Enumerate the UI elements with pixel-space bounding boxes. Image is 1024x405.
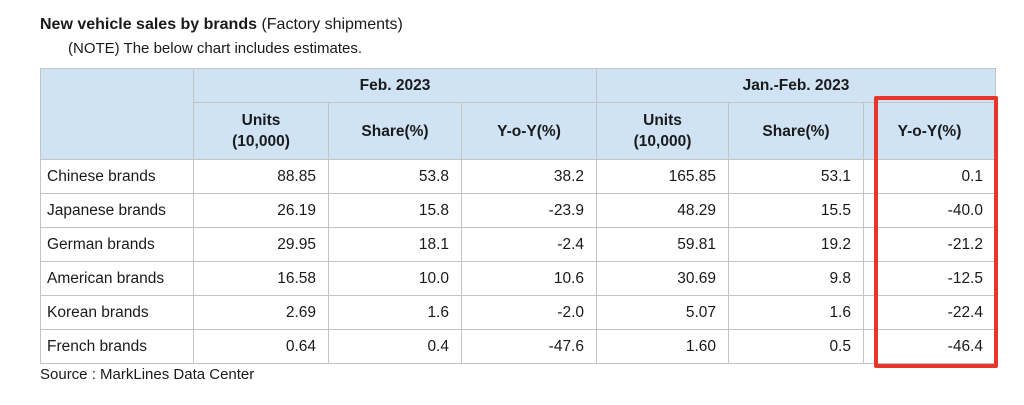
table-row: Chinese brands 88.85 53.8 38.2 165.85 53.1 0.1 bbox=[40, 159, 996, 194]
subheader-line: Share(%) bbox=[361, 122, 429, 140]
share-feb-cell: 10.0 bbox=[328, 261, 462, 296]
share-feb-cell: 15.8 bbox=[328, 193, 462, 228]
yoy-feb-cell: -47.6 bbox=[461, 329, 597, 364]
share-feb-cell: 0.4 bbox=[328, 329, 462, 364]
subheader-line: Share(%) bbox=[762, 122, 830, 140]
yoy-jan-feb-cell: -46.4 bbox=[863, 329, 996, 364]
units-feb-cell: 26.19 bbox=[193, 193, 329, 228]
brand-cell: Japanese brands bbox=[40, 193, 194, 228]
yoy-feb-cell: 38.2 bbox=[461, 159, 597, 194]
yoy-feb-cell: -2.4 bbox=[461, 227, 597, 262]
subheader-line: Units bbox=[241, 112, 281, 129]
units-feb-cell: 0.64 bbox=[193, 329, 329, 364]
share-jan-feb-cell: 15.5 bbox=[728, 193, 864, 228]
table-row: Japanese brands 26.19 15.8 -23.9 48.29 15.5 -4… bbox=[40, 193, 996, 228]
share-feb-cell: 1.6 bbox=[328, 295, 462, 330]
yoy-jan-feb-cell: 0.1 bbox=[863, 159, 996, 194]
yoy-jan-feb-cell: -40.0 bbox=[863, 193, 996, 228]
brand-cell: French brands bbox=[40, 329, 194, 364]
units-jan-feb-cell: 5.07 bbox=[596, 295, 729, 330]
table-row: French brands 0.64 0.4 -47.6 1.60 0.5 -46.4 bbox=[40, 329, 996, 364]
share-jan-feb-cell: 9.8 bbox=[728, 261, 864, 296]
units-feb-cell: 2.69 bbox=[193, 295, 329, 330]
units-jan-feb-cell: 1.60 bbox=[596, 329, 729, 364]
subheader-line: Y-o-Y(%) bbox=[497, 122, 561, 140]
table-row: German brands 29.95 18.1 -2.4 59.81 19.2 -21.2 bbox=[40, 227, 996, 262]
table-row: American brands 16.58 10.0 10.6 30.69 9.8 -12.… bbox=[40, 261, 996, 296]
share-jan-feb-cell: 1.6 bbox=[728, 295, 864, 330]
share-jan-feb-cell: 53.1 bbox=[728, 159, 864, 194]
units-jan-feb-cell: 165.85 bbox=[596, 159, 729, 194]
yoy-feb-cell: -2.0 bbox=[461, 295, 597, 330]
title-bold: New vehicle sales by brands bbox=[40, 16, 257, 33]
note-text: (NOTE) The below chart includes estimate… bbox=[68, 40, 363, 57]
brand-cell: Korean brands bbox=[40, 295, 194, 330]
share-feb-cell: 18.1 bbox=[328, 227, 462, 262]
units-header-jan-feb: Units (10,000) bbox=[596, 102, 729, 160]
sales-table: Feb. 2023 Jan.-Feb. 2023 Units (10,000) Sh… bbox=[40, 68, 996, 364]
units-jan-feb-cell: 30.69 bbox=[596, 261, 729, 296]
yoy-jan-feb-cell: -12.5 bbox=[863, 261, 996, 296]
yoy-feb-cell: -23.9 bbox=[461, 193, 597, 228]
units-jan-feb-cell: 59.81 bbox=[596, 227, 729, 262]
units-header-feb: Units (10,000) bbox=[193, 102, 329, 160]
group-header-feb: Feb. 2023 bbox=[193, 68, 597, 103]
brand-cell: American brands bbox=[40, 261, 194, 296]
share-header-feb: Share(%) bbox=[328, 102, 462, 160]
subheader-line: (10,000) bbox=[232, 133, 290, 150]
source-note: Source : MarkLines Data Center bbox=[40, 366, 255, 383]
yoy-header-jan-feb: Y-o-Y(%) bbox=[863, 102, 996, 160]
title-subtitle: (Factory shipments) bbox=[257, 16, 403, 33]
subheader-line: Y-o-Y(%) bbox=[897, 122, 962, 140]
yoy-header-feb: Y-o-Y(%) bbox=[461, 102, 597, 160]
page-title: New vehicle sales by brands (Factory shi… bbox=[40, 13, 403, 37]
brand-cell: Chinese brands bbox=[40, 159, 194, 194]
share-header-jan-feb: Share(%) bbox=[728, 102, 864, 160]
yoy-feb-cell: 10.6 bbox=[461, 261, 597, 296]
share-feb-cell: 53.8 bbox=[328, 159, 462, 194]
brand-cell: German brands bbox=[40, 227, 194, 262]
brand-header-cell bbox=[40, 68, 194, 160]
share-jan-feb-cell: 0.5 bbox=[728, 329, 864, 364]
table-row: Korean brands 2.69 1.6 -2.0 5.07 1.6 -22.4 bbox=[40, 295, 996, 330]
yoy-jan-feb-cell: -21.2 bbox=[863, 227, 996, 262]
share-jan-feb-cell: 19.2 bbox=[728, 227, 864, 262]
units-feb-cell: 88.85 bbox=[193, 159, 329, 194]
subheader-line: (10,000) bbox=[633, 133, 692, 150]
subheader-line: Units bbox=[643, 112, 682, 129]
units-jan-feb-cell: 48.29 bbox=[596, 193, 729, 228]
yoy-jan-feb-cell: -22.4 bbox=[863, 295, 996, 330]
units-feb-cell: 16.58 bbox=[193, 261, 329, 296]
units-feb-cell: 29.95 bbox=[193, 227, 329, 262]
group-header-jan-feb: Jan.-Feb. 2023 bbox=[596, 68, 996, 103]
